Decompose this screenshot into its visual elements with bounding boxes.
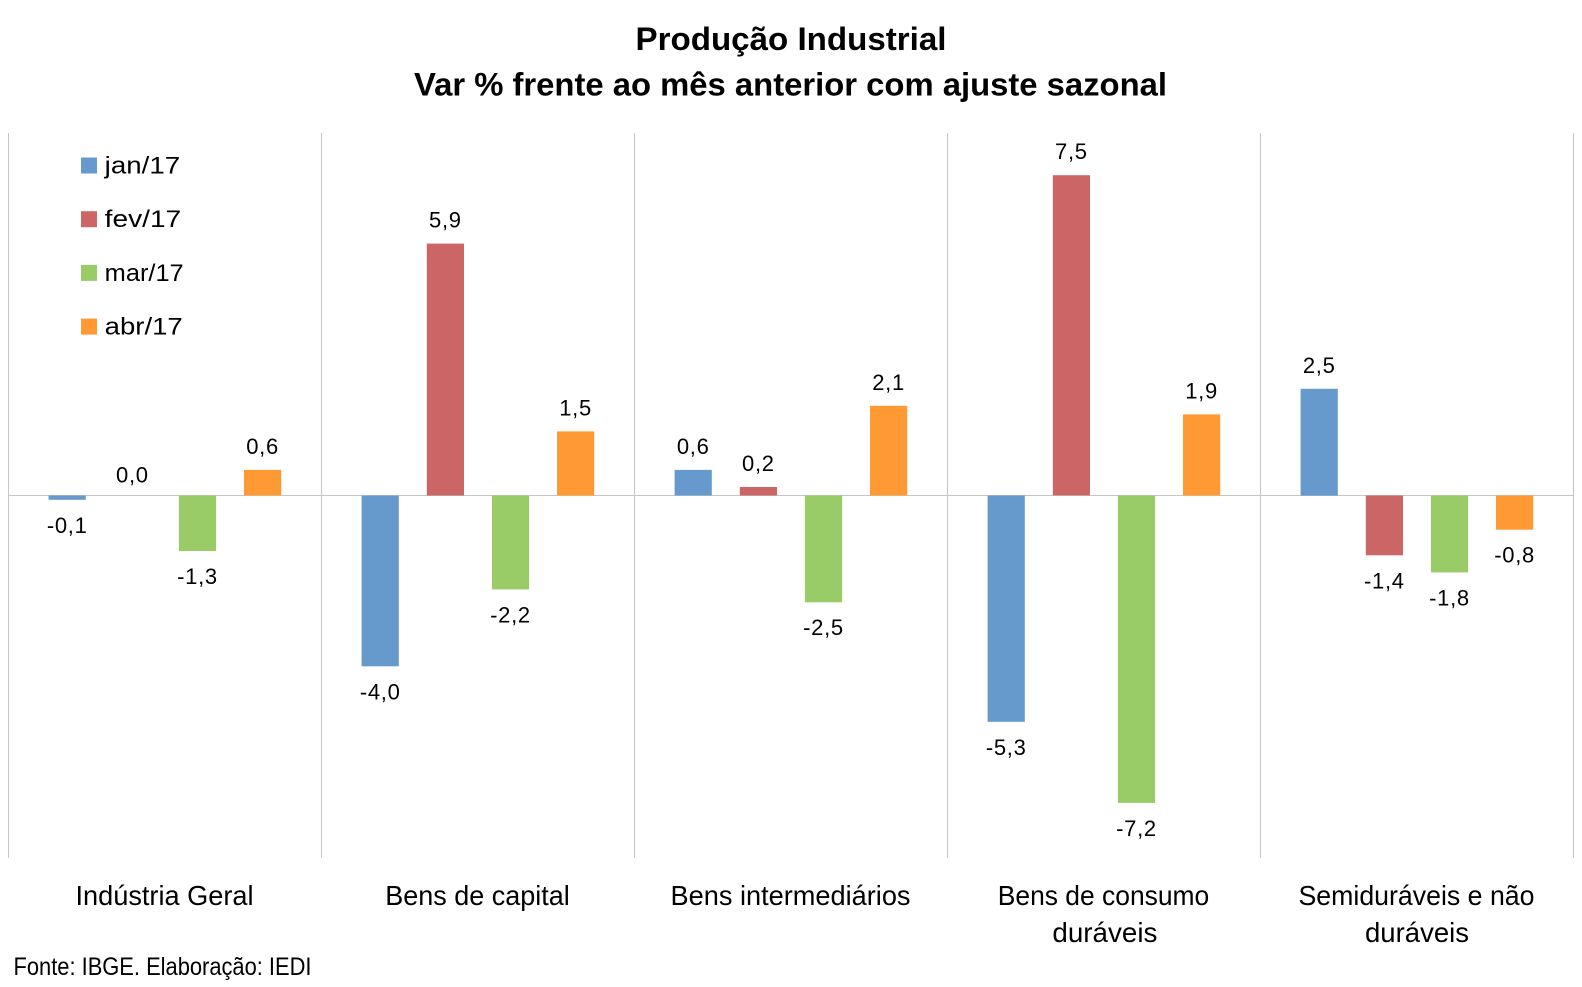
svg-text:-0,1: -0,1 xyxy=(47,513,88,538)
svg-text:Bens de consumo: Bens de consumo xyxy=(998,880,1210,911)
svg-text:1,5: 1,5 xyxy=(559,395,592,420)
svg-text:0,0: 0,0 xyxy=(116,463,149,488)
svg-text:-1,4: -1,4 xyxy=(1364,568,1405,593)
svg-text:Indústria Geral: Indústria Geral xyxy=(76,880,254,911)
svg-text:7,5: 7,5 xyxy=(1055,139,1088,164)
svg-text:duráveis: duráveis xyxy=(1365,917,1469,948)
svg-text:-2,5: -2,5 xyxy=(803,615,844,640)
svg-text:Bens intermediários: Bens intermediários xyxy=(671,880,911,911)
svg-text:5,9: 5,9 xyxy=(429,208,462,233)
svg-text:2,1: 2,1 xyxy=(872,370,905,395)
svg-text:mar/17: mar/17 xyxy=(105,260,184,287)
svg-text:-7,2: -7,2 xyxy=(1116,816,1157,841)
svg-text:jan/17: jan/17 xyxy=(104,153,181,180)
svg-text:Fonte: IBGE. Elaboração: IEDI: Fonte: IBGE. Elaboração: IEDI xyxy=(14,953,312,981)
svg-text:-4,0: -4,0 xyxy=(360,679,401,704)
svg-text:-5,3: -5,3 xyxy=(986,735,1027,760)
svg-text:duráveis: duráveis xyxy=(1052,917,1157,948)
svg-text:-0,8: -0,8 xyxy=(1494,543,1535,568)
svg-text:Bens de capital: Bens de capital xyxy=(385,880,570,911)
svg-text:-2,2: -2,2 xyxy=(490,602,531,627)
svg-text:2,5: 2,5 xyxy=(1303,353,1336,378)
svg-text:1,9: 1,9 xyxy=(1185,378,1218,403)
svg-text:abr/17: abr/17 xyxy=(105,314,183,341)
svg-text:0,6: 0,6 xyxy=(246,434,279,459)
svg-text:0,6: 0,6 xyxy=(677,434,710,459)
svg-text:-1,8: -1,8 xyxy=(1429,585,1470,610)
svg-text:fev/17: fev/17 xyxy=(105,206,182,233)
svg-text:Var % frente ao mês anterior c: Var % frente ao mês anterior com ajuste … xyxy=(414,66,1167,102)
svg-text:Semiduráveis e não: Semiduráveis e não xyxy=(1299,880,1535,911)
svg-text:-1,3: -1,3 xyxy=(177,564,218,589)
svg-text:0,2: 0,2 xyxy=(742,451,775,476)
svg-text:Produção Industrial: Produção Industrial xyxy=(636,21,947,57)
